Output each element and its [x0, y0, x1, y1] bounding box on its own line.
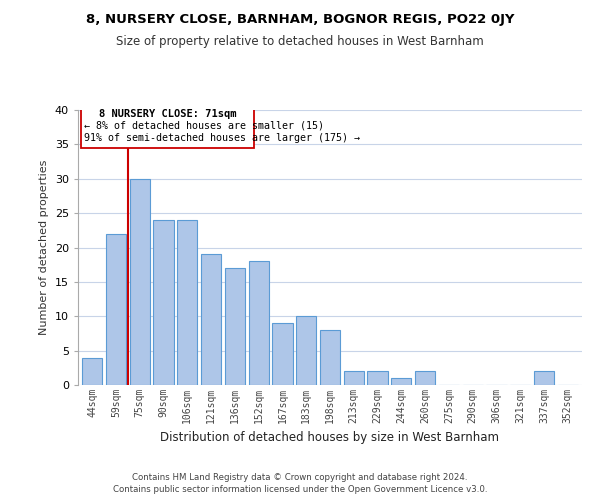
Text: Contains HM Land Registry data © Crown copyright and database right 2024.: Contains HM Land Registry data © Crown c… — [132, 472, 468, 482]
Bar — [415, 371, 435, 385]
Bar — [225, 268, 245, 385]
Bar — [320, 330, 340, 385]
Bar — [272, 323, 293, 385]
Bar — [130, 179, 150, 385]
Bar — [82, 358, 103, 385]
Bar — [201, 254, 221, 385]
Text: Size of property relative to detached houses in West Barnham: Size of property relative to detached ho… — [116, 35, 484, 48]
FancyBboxPatch shape — [81, 104, 254, 148]
Bar — [154, 220, 173, 385]
Bar — [106, 234, 126, 385]
Bar — [391, 378, 412, 385]
Text: 91% of semi-detached houses are larger (175) →: 91% of semi-detached houses are larger (… — [84, 132, 360, 142]
Bar — [296, 316, 316, 385]
Bar — [177, 220, 197, 385]
Text: Contains public sector information licensed under the Open Government Licence v3: Contains public sector information licen… — [113, 485, 487, 494]
Bar — [367, 371, 388, 385]
Text: ← 8% of detached houses are smaller (15): ← 8% of detached houses are smaller (15) — [84, 120, 324, 130]
X-axis label: Distribution of detached houses by size in West Barnham: Distribution of detached houses by size … — [161, 432, 499, 444]
Text: 8 NURSERY CLOSE: 71sqm: 8 NURSERY CLOSE: 71sqm — [98, 108, 236, 118]
Bar — [534, 371, 554, 385]
Y-axis label: Number of detached properties: Number of detached properties — [39, 160, 49, 335]
Text: 8, NURSERY CLOSE, BARNHAM, BOGNOR REGIS, PO22 0JY: 8, NURSERY CLOSE, BARNHAM, BOGNOR REGIS,… — [86, 12, 514, 26]
Bar — [248, 261, 269, 385]
Bar — [344, 371, 364, 385]
